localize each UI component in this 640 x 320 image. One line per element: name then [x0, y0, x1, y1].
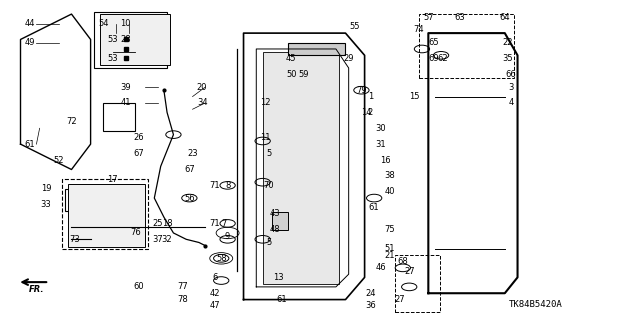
Text: 32: 32: [162, 235, 172, 244]
Text: 56: 56: [184, 194, 195, 203]
Text: 6: 6: [212, 273, 218, 282]
Bar: [62, 179, 148, 249]
Bar: [94, 12, 167, 68]
Bar: [262, 52, 339, 284]
Text: 59: 59: [299, 70, 309, 79]
Text: 69: 69: [428, 54, 439, 63]
Bar: [100, 14, 170, 65]
Text: 33: 33: [40, 200, 51, 209]
Text: 28: 28: [120, 35, 131, 44]
Text: 73: 73: [69, 235, 80, 244]
Text: 34: 34: [197, 99, 207, 108]
Text: 57: 57: [423, 13, 434, 22]
Text: 11: 11: [260, 133, 271, 142]
Bar: [68, 184, 145, 247]
Text: 70: 70: [264, 181, 275, 190]
Text: 45: 45: [286, 54, 296, 63]
Text: 30: 30: [375, 124, 386, 133]
Text: 17: 17: [108, 174, 118, 184]
Text: 37: 37: [152, 235, 163, 244]
Text: 77: 77: [178, 282, 188, 292]
Text: 51: 51: [384, 244, 395, 253]
Text: 7: 7: [221, 219, 227, 228]
Text: 53: 53: [108, 54, 118, 63]
Text: 5: 5: [266, 238, 271, 247]
Text: 31: 31: [375, 140, 386, 148]
Text: 50: 50: [286, 70, 296, 79]
Text: 39: 39: [120, 83, 131, 92]
Text: 49: 49: [25, 38, 35, 47]
Text: 1: 1: [368, 92, 373, 101]
Text: 60: 60: [133, 282, 144, 292]
Text: 74: 74: [413, 25, 424, 35]
Text: 52: 52: [54, 156, 64, 164]
Text: 2: 2: [368, 108, 373, 117]
Text: 71: 71: [209, 181, 220, 190]
Text: TK84B5420A: TK84B5420A: [508, 300, 562, 309]
Text: 43: 43: [270, 209, 281, 219]
Text: 5: 5: [266, 149, 271, 158]
Text: 61: 61: [369, 203, 380, 212]
Text: 72: 72: [66, 117, 77, 126]
Text: 47: 47: [209, 301, 220, 310]
Text: 68: 68: [397, 257, 408, 266]
Text: 54: 54: [98, 19, 109, 28]
Text: 16: 16: [380, 156, 390, 164]
Text: 13: 13: [273, 273, 284, 282]
Text: 25: 25: [152, 219, 163, 228]
Bar: [272, 212, 288, 230]
Bar: [65, 188, 103, 211]
Text: 66: 66: [506, 70, 516, 79]
Text: 15: 15: [409, 92, 420, 101]
Text: 23: 23: [188, 149, 198, 158]
Text: 62: 62: [437, 54, 447, 63]
Text: 21: 21: [384, 251, 395, 260]
Text: 9: 9: [225, 232, 230, 241]
Text: 76: 76: [130, 228, 141, 237]
Text: 61: 61: [25, 140, 35, 148]
Text: 65: 65: [428, 38, 439, 47]
Text: 20: 20: [197, 83, 207, 92]
Text: 27: 27: [394, 295, 405, 304]
Text: 8: 8: [225, 181, 230, 190]
Text: 42: 42: [210, 289, 220, 298]
Text: 26: 26: [133, 133, 144, 142]
Bar: [394, 255, 440, 312]
Text: FR.: FR.: [29, 285, 44, 294]
Text: 75: 75: [384, 225, 395, 234]
Text: 27: 27: [404, 267, 415, 276]
Text: 67: 67: [133, 149, 144, 158]
Text: 67: 67: [184, 165, 195, 174]
Text: 44: 44: [25, 19, 35, 28]
Text: 22: 22: [503, 38, 513, 47]
Bar: [103, 103, 135, 132]
Text: 64: 64: [499, 13, 510, 22]
Text: 78: 78: [178, 295, 188, 304]
Text: 12: 12: [260, 99, 271, 108]
Text: 29: 29: [344, 54, 354, 63]
Text: 41: 41: [120, 99, 131, 108]
Text: 19: 19: [41, 184, 51, 193]
Text: 18: 18: [162, 219, 172, 228]
Text: 35: 35: [502, 54, 513, 63]
Text: 71: 71: [209, 219, 220, 228]
Text: 10: 10: [120, 19, 131, 28]
Text: 58: 58: [216, 254, 227, 263]
Text: 4: 4: [509, 99, 514, 108]
Text: 38: 38: [384, 172, 395, 180]
Bar: [288, 43, 346, 55]
Text: 24: 24: [365, 289, 376, 298]
Text: 3: 3: [508, 83, 514, 92]
Text: 40: 40: [384, 187, 395, 196]
Text: 46: 46: [375, 263, 386, 272]
Text: 79: 79: [356, 86, 367, 95]
Text: 36: 36: [365, 301, 376, 310]
Text: 61: 61: [276, 295, 287, 304]
Text: 63: 63: [455, 13, 465, 22]
Text: 53: 53: [108, 35, 118, 44]
Text: 55: 55: [350, 22, 360, 31]
Bar: [419, 14, 515, 77]
Text: 14: 14: [360, 108, 371, 117]
Text: 48: 48: [270, 225, 281, 234]
